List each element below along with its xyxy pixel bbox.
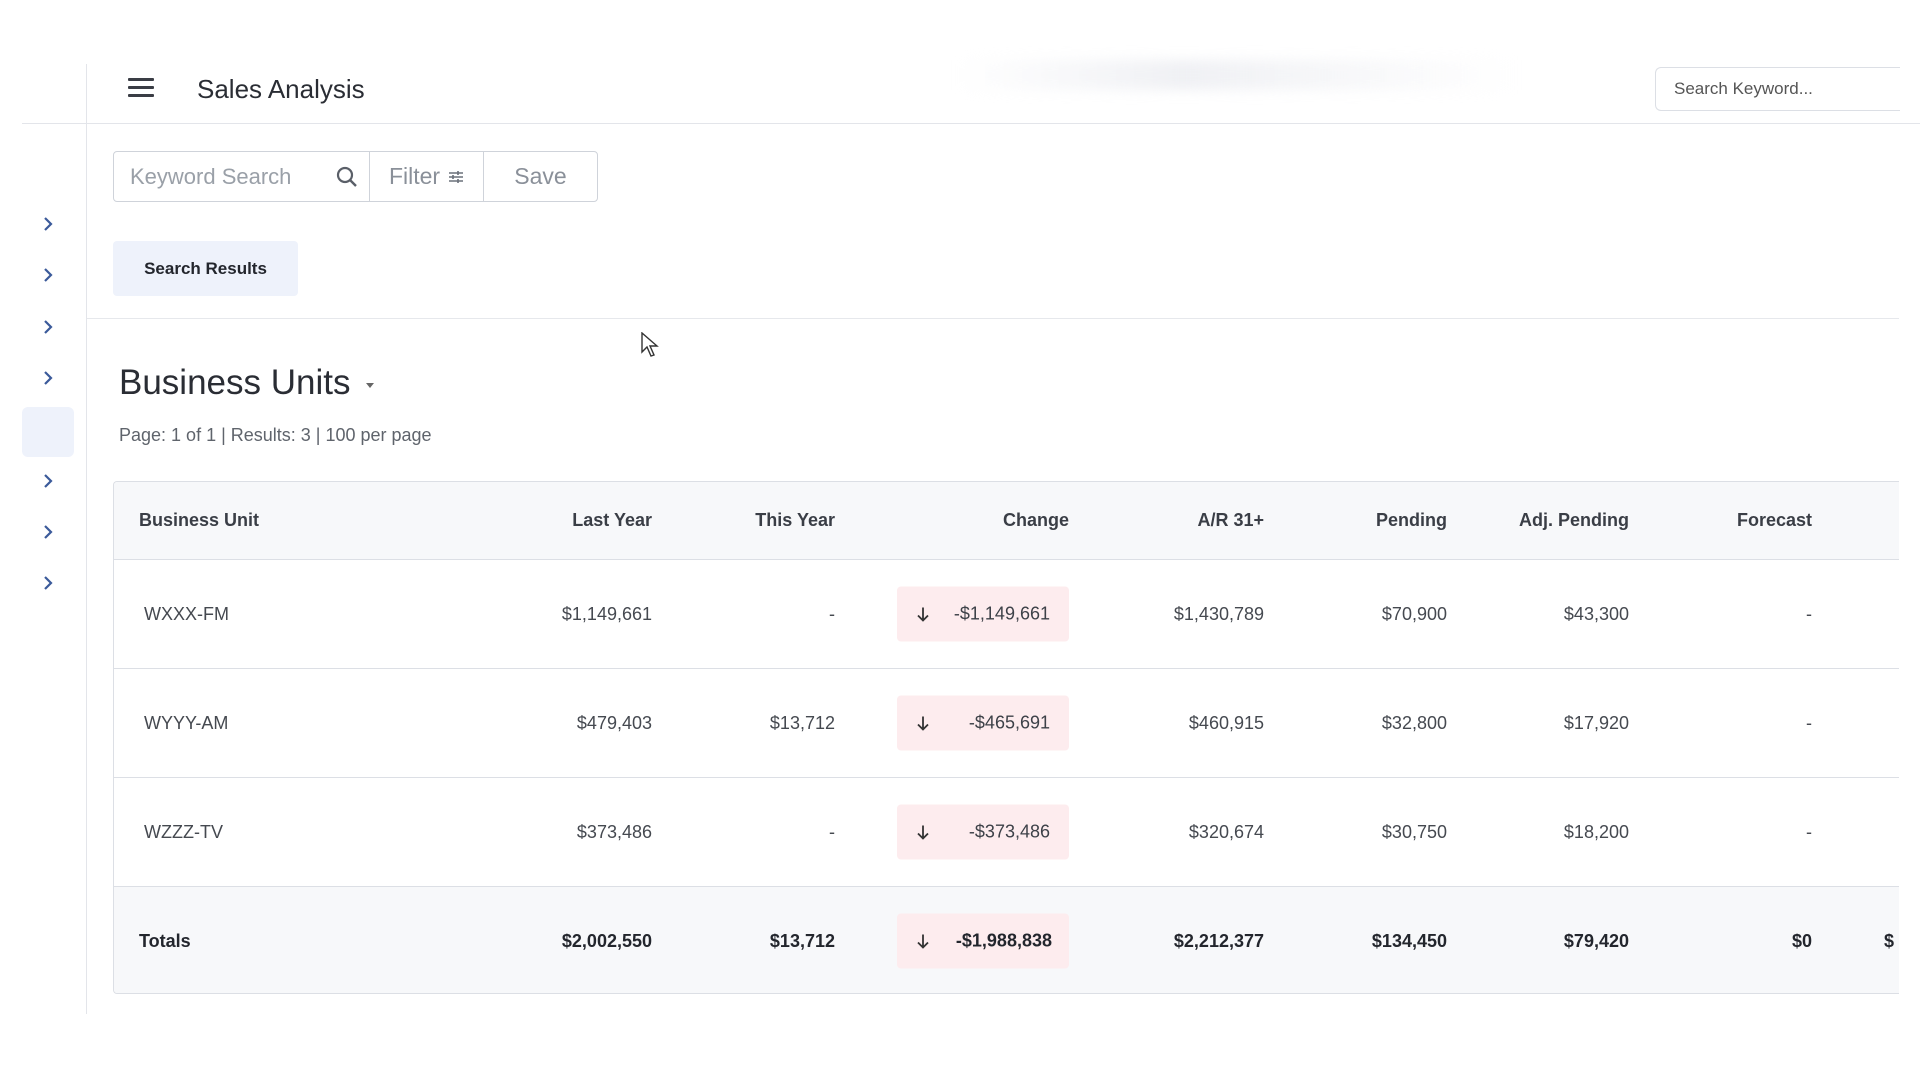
section-divider xyxy=(87,318,1899,319)
cell-forecast: - xyxy=(1806,712,1812,733)
sidebar-item-7[interactable] xyxy=(22,558,74,608)
sidebar-item-2[interactable] xyxy=(22,250,74,300)
cell-business-unit: WXXX-FM xyxy=(144,603,229,624)
sidebar-item-5[interactable] xyxy=(22,456,74,506)
total-this-year: $13,712 xyxy=(769,930,835,951)
business-units-title[interactable]: Business Units xyxy=(119,363,375,403)
change-chip: -$465,691 xyxy=(897,695,1069,751)
cell-last-year: $373,486 xyxy=(576,821,652,842)
chevron-right-icon xyxy=(44,474,53,488)
save-button[interactable]: Save xyxy=(514,163,567,189)
section-title: Business Units xyxy=(119,363,351,402)
sidebar-item-4[interactable] xyxy=(22,353,74,403)
cell-pending: $30,750 xyxy=(1381,821,1447,842)
column-header[interactable]: Last Year xyxy=(572,510,652,530)
cell-this-year: $13,712 xyxy=(769,712,835,733)
cell-business-unit: WYYY-AM xyxy=(144,712,229,733)
hamburger-menu-icon[interactable] xyxy=(128,78,154,100)
column-header[interactable]: Adj. Pending xyxy=(1519,510,1629,530)
column-header[interactable]: This Year xyxy=(755,510,835,530)
column-header[interactable]: Pending xyxy=(1376,510,1447,530)
table-row[interactable]: WZZZ-TV $373,486 - -$373,486 $320,674 $3… xyxy=(114,778,1899,887)
cell-adj-pending: $43,300 xyxy=(1563,603,1629,624)
filter-sliders-icon xyxy=(449,170,464,183)
paging-info: Page: 1 of 1 | Results: 3 | 100 per page xyxy=(119,425,432,445)
chevron-right-icon xyxy=(44,371,53,385)
cell-change: -$1,149,661 xyxy=(953,603,1050,624)
chevron-right-icon xyxy=(44,576,53,590)
column-header[interactable]: Change xyxy=(1002,510,1069,530)
tab-search-results[interactable]: Search Results xyxy=(113,241,298,296)
table-row[interactable]: WXXX-FM $1,149,661 - -$1,149,661 $1,430,… xyxy=(114,560,1899,669)
total-last-year: $2,002,550 xyxy=(561,930,652,951)
column-header[interactable]: Forecast xyxy=(1736,510,1812,530)
header-shadow xyxy=(957,60,1517,90)
sidebar-item-1[interactable] xyxy=(22,199,74,249)
arrow-down-icon xyxy=(917,934,929,949)
total-forecast: $0 xyxy=(1791,930,1812,951)
mouse-cursor-icon xyxy=(641,332,659,357)
table-totals-row: Totals $2,002,550 $13,712 -$1,988,838 $2… xyxy=(114,887,1899,993)
total-ar31: $2,212,377 xyxy=(1173,930,1264,951)
cell-change: -$373,486 xyxy=(968,821,1050,842)
chevron-right-icon xyxy=(44,217,53,231)
table-row[interactable]: WYYY-AM $479,403 $13,712 -$465,691 $460,… xyxy=(114,669,1899,778)
cell-change: -$465,691 xyxy=(968,712,1050,733)
business-units-table: Business Unit Last Year This Year Change… xyxy=(113,481,1899,994)
change-chip: -$373,486 xyxy=(897,804,1069,860)
keyword-search-input[interactable]: Keyword Search xyxy=(114,152,370,201)
sidebar-item-6[interactable] xyxy=(22,507,74,557)
cell-adj-pending: $18,200 xyxy=(1563,821,1629,842)
cell-forecast: - xyxy=(1806,821,1812,842)
rail-divider xyxy=(22,123,87,124)
arrow-down-icon xyxy=(917,825,929,840)
column-header[interactable]: Business Unit xyxy=(139,510,260,530)
change-chip: -$1,149,661 xyxy=(897,586,1069,642)
cell-this-year: - xyxy=(829,603,835,624)
filter-label: Filter xyxy=(388,163,441,189)
cell-forecast: - xyxy=(1806,603,1812,624)
page-title: Sales Analysis xyxy=(197,74,365,104)
sidebar-item-3[interactable] xyxy=(22,302,74,352)
cell-last-year: $479,403 xyxy=(576,712,652,733)
total-change: -$1,988,838 xyxy=(955,930,1052,951)
arrow-down-icon xyxy=(917,716,929,731)
header-search-input[interactable]: Search Keyword... xyxy=(1655,67,1900,111)
toolbar: Keyword Search Filter Save xyxy=(113,151,598,202)
chevron-right-icon xyxy=(44,320,53,334)
cell-adj-pending: $17,920 xyxy=(1563,712,1629,733)
cell-pending: $70,900 xyxy=(1381,603,1447,624)
chevron-right-icon xyxy=(44,525,53,539)
sidebar-item-active[interactable] xyxy=(22,407,74,457)
caret-down-icon xyxy=(366,382,375,388)
chevron-right-icon xyxy=(44,268,53,282)
cell-this-year: - xyxy=(829,821,835,842)
keyword-search-placeholder: Keyword Search xyxy=(130,163,292,189)
search-icon xyxy=(336,166,357,187)
total-adj-pending: $79,420 xyxy=(1563,930,1629,951)
total-overflow-cell: $ xyxy=(1884,930,1895,951)
rail-border xyxy=(86,64,87,1014)
change-chip: -$1,988,838 xyxy=(897,913,1069,969)
cell-pending: $32,800 xyxy=(1381,712,1447,733)
totals-label: Totals xyxy=(139,930,191,951)
cell-last-year: $1,149,661 xyxy=(561,603,652,624)
table-header-row: Business Unit Last Year This Year Change… xyxy=(114,482,1899,560)
cell-ar31: $1,430,789 xyxy=(1173,603,1264,624)
arrow-down-icon xyxy=(917,607,929,622)
column-header[interactable]: A/R 31+ xyxy=(1197,510,1264,530)
filter-button[interactable]: Filter xyxy=(370,152,484,201)
total-pending: $134,450 xyxy=(1371,930,1447,951)
app-header: Sales Analysis Search Keyword... xyxy=(87,0,1920,124)
cell-business-unit: WZZZ-TV xyxy=(144,821,223,842)
cell-ar31: $460,915 xyxy=(1188,712,1264,733)
cell-ar31: $320,674 xyxy=(1188,821,1264,842)
